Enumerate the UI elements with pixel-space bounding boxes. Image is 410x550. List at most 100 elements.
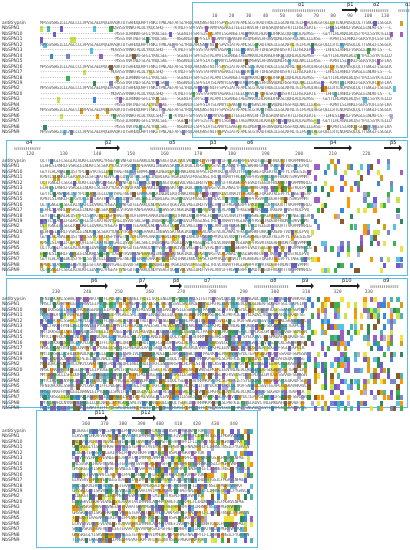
- conserved-residue-highlight: [164, 516, 168, 522]
- conserved-residue-highlight: [105, 478, 109, 484]
- conserved-residue-highlight: [280, 164, 285, 170]
- conserved-residue-highlight: [78, 445, 82, 451]
- conserved-residue-highlight: [198, 229, 202, 236]
- conserved-residue-highlight: [280, 180, 285, 187]
- conserved-residue-highlight: [287, 218, 291, 225]
- conserved-residue-highlight: [73, 351, 77, 357]
- conserved-residue-highlight: [290, 235, 295, 241]
- conserved-residue-highlight: [274, 307, 278, 314]
- conserved-residue-highlight: [247, 307, 252, 314]
- conserved-residue-highlight: [114, 461, 119, 468]
- conserved-residue-highlight: [205, 389, 209, 396]
- conserved-residue-highlight: [243, 494, 247, 500]
- conserved-residue-highlight: [195, 384, 199, 390]
- conserved-residue-highlight: [366, 356, 370, 363]
- conserved-residue-highlight: [92, 229, 97, 236]
- conserved-residue-highlight: [109, 335, 113, 341]
- conserved-residue-highlight: [231, 329, 235, 336]
- conserved-residue-highlight: [221, 191, 225, 198]
- conserved-residue-highlight: [53, 235, 57, 241]
- conserved-residue-highlight: [76, 329, 80, 336]
- conserved-residue-highlight: [261, 108, 265, 114]
- conserved-residue-highlight: [228, 340, 232, 346]
- conserved-residue-highlight: [353, 318, 357, 325]
- conserved-residue-highlight: [383, 297, 387, 303]
- conserved-residue-highlight: [109, 313, 113, 319]
- sequence-name: NbSPN7: [2, 527, 20, 533]
- conserved-residue-highlight: [238, 102, 242, 109]
- conserved-residue-highlight: [158, 400, 163, 406]
- conserved-residue-highlight: [46, 235, 50, 241]
- conserved-residue-highlight: [386, 367, 390, 374]
- conserved-residue-highlight: [261, 213, 265, 219]
- conserved-residue-highlight: [386, 191, 390, 198]
- conserved-residue-highlight: [284, 395, 288, 401]
- conserved-residue-highlight: [164, 505, 168, 511]
- conserved-residue-highlight: [356, 169, 361, 176]
- conserved-residue-highlight: [132, 356, 136, 363]
- conserved-residue-highlight: [238, 124, 242, 130]
- conserved-residue-highlight: [243, 538, 247, 544]
- sequence-residues: --------------------------------MSSSTNAT…: [40, 102, 392, 108]
- conserved-residue-highlight: [271, 186, 275, 192]
- conserved-residue-highlight: [157, 461, 162, 468]
- conserved-residue-highlight: [310, 302, 314, 308]
- conserved-residue-highlight: [337, 335, 341, 341]
- sequence-name: NbSPN3: [2, 505, 20, 511]
- conserved-residue-highlight: [142, 197, 146, 203]
- conserved-residue-highlight: [108, 494, 112, 500]
- conserved-residue-highlight: [69, 335, 73, 341]
- conserved-residue-highlight: [111, 532, 115, 538]
- sequence-residues: ELKVSKVIHKAFVEVNEEGTEAAAATAVIMMMRCAMPRMT…: [72, 434, 245, 440]
- sequence-residues: MMTIKKSGLLLSHLDDFKDLKGENVELEIPYKNEELSMFI…: [40, 307, 307, 313]
- conserved-residue-highlight: [337, 302, 341, 308]
- conserved-residue-highlight: [224, 246, 229, 252]
- conserved-residue-highlight: [92, 356, 97, 363]
- alignment-row: NbSPN19 --------------------------------M…: [2, 80, 406, 88]
- conserved-residue-highlight: [343, 367, 347, 374]
- conserved-residue-highlight: [139, 367, 143, 374]
- conserved-residue-highlight: [376, 169, 380, 176]
- sequence-name: NbSPN15: [2, 59, 23, 65]
- conserved-residue-highlight: [162, 246, 166, 252]
- conserved-residue-highlight: [317, 351, 321, 357]
- conserved-residue-highlight: [313, 367, 318, 374]
- conserved-residue-highlight: [353, 307, 357, 314]
- sequence-name: NbSPN14: [2, 191, 23, 197]
- conserved-residue-highlight: [59, 367, 64, 374]
- conserved-residue-highlight: [205, 406, 209, 412]
- conserved-residue-highlight: [228, 395, 232, 401]
- conserved-residue-highlight: [167, 434, 171, 440]
- conserved-residue-highlight: [82, 395, 87, 401]
- conserved-residue-highlight: [53, 373, 57, 379]
- conserved-residue-highlight: [125, 224, 130, 230]
- structure-label: α8: [270, 278, 277, 284]
- conserved-residue-highlight: [125, 384, 130, 390]
- conserved-residue-highlight: [106, 169, 110, 176]
- conserved-residue-highlight: [221, 307, 225, 314]
- conserved-residue-highlight: [63, 340, 67, 346]
- conserved-residue-highlight: [174, 532, 178, 538]
- conserved-residue-highlight: [217, 429, 221, 435]
- conserved-residue-highlight: [287, 59, 291, 65]
- ruler-tick-label: 430: [211, 422, 220, 427]
- conserved-residue-highlight: [59, 395, 64, 401]
- strand-arrow: [136, 283, 148, 289]
- conserved-residue-highlight: [99, 318, 103, 325]
- conserved-residue-highlight: [330, 64, 334, 70]
- conserved-residue-highlight: [174, 488, 178, 495]
- conserved-residue-highlight: [280, 384, 285, 390]
- conserved-residue-highlight: [195, 159, 199, 165]
- conserved-residue-highlight: [177, 429, 181, 435]
- conserved-residue-highlight: [148, 329, 153, 336]
- sequence-name: antitrypsin: [2, 429, 26, 434]
- conserved-residue-highlight: [66, 75, 70, 81]
- conserved-residue-highlight: [109, 406, 113, 412]
- conserved-residue-highlight: [294, 240, 298, 247]
- conserved-residue-highlight: [122, 318, 126, 325]
- conserved-residue-highlight: [76, 378, 80, 385]
- conserved-residue-highlight: [82, 257, 87, 263]
- conserved-residue-highlight: [366, 378, 370, 385]
- conserved-residue-highlight: [43, 313, 47, 319]
- conserved-residue-highlight: [346, 251, 351, 258]
